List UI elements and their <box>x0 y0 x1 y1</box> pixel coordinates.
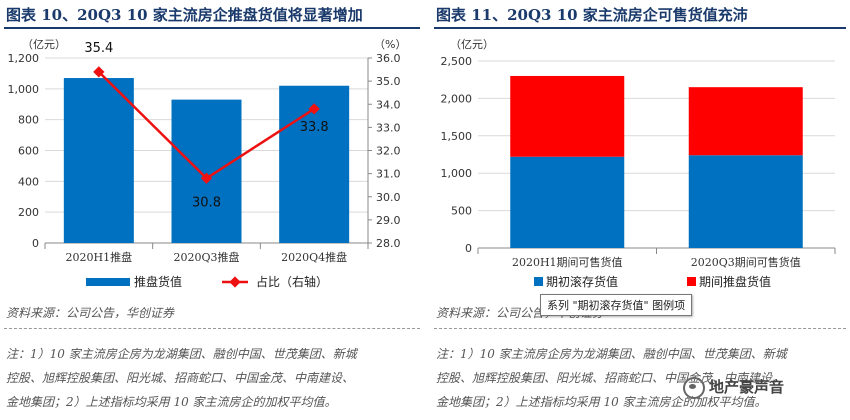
stacked-bar-segment <box>688 87 803 156</box>
watermark: 地产豪声音 <box>683 376 784 399</box>
right-chart-title: 图表 11、20Q3 10 家主流房企可售货值充沛 <box>436 6 748 24</box>
y-tick-label: 200 <box>18 206 39 219</box>
y-tick-label: 0 <box>465 242 472 255</box>
y-tick-label: 0 <box>32 237 39 250</box>
legend-label: 期初滚存货值 <box>546 274 618 289</box>
legend-swatch <box>534 277 543 286</box>
y2-tick-label: 30.0 <box>376 191 401 204</box>
y2-tick-label: 36.0 <box>376 52 401 65</box>
data-label: 35.4 <box>84 41 113 56</box>
left-note-line: 金地集团；2）上述指标均采用 10 家主流房企的加权平均值。 <box>6 395 337 409</box>
left-note-line: 控股、旭辉控股集团、阳光城、招商蛇口、中国金茂、中南建设、 <box>6 371 355 385</box>
y2-tick-label: 29.0 <box>376 214 401 227</box>
y-tick-label: 500 <box>451 205 472 218</box>
x-tick-label: 2020H1期间可售货值 <box>512 255 623 269</box>
bar <box>171 99 242 243</box>
legend-tooltip: 系列 "期初滚存货值" 图例项 <box>540 294 693 316</box>
x-tick-label: 2020Q4推盘 <box>281 250 347 264</box>
y-axis-label: （亿元） <box>22 38 66 51</box>
y-tick-label: 1,500 <box>441 130 473 143</box>
left-source: 资料来源：公司公告，华创证券 <box>6 306 175 320</box>
right-note-line: 注：1）10 家主流房企房为龙湖集团、融创中国、世茂集团、新城 <box>436 347 787 361</box>
left-chart: 0 200 400 600 800 1,000 1,200 28.0 29.0 30.0 31.0 3… <box>8 38 407 289</box>
y2-tick-label: 31.0 <box>376 168 401 181</box>
stacked-bar-segment <box>510 156 625 248</box>
wechat-icon <box>683 376 705 399</box>
left-notes: 注：1）10 家主流房企房为龙湖集团、融创中国、世茂集团、新城 控股、旭辉控股集… <box>6 342 357 414</box>
y2-tick-label: 32.0 <box>376 145 401 158</box>
y-tick-label: 1,000 <box>8 83 40 96</box>
y-tick-label: 400 <box>18 175 39 188</box>
y2-tick-label: 28.0 <box>376 237 401 250</box>
left-note-line: 注：1）10 家主流房企房为龙湖集团、融创中国、世茂集团、新城 <box>6 347 357 361</box>
y-axis-label: （亿元） <box>450 38 494 51</box>
legend-label: 期间推盘货值 <box>699 274 771 289</box>
y-tick-label: 2,500 <box>441 55 473 68</box>
left-chart-title: 图表 10、20Q3 10 家主流房企推盘货值将显著增加 <box>6 6 363 24</box>
y2-tick-label: 33.0 <box>376 121 401 134</box>
y2-tick-label: 34.0 <box>376 98 401 111</box>
y-tick-label: 2,000 <box>441 92 473 105</box>
right-notes: 注：1）10 家主流房企房为龙湖集团、融创中国、世茂集团、新城 控股、旭辉控股集… <box>436 342 787 414</box>
data-label: 30.8 <box>192 195 221 210</box>
right-note-line: 金地集团；2）上述指标均采用 10 家主流房企的加权平均值。 <box>436 395 767 409</box>
stacked-bar-segment <box>688 155 803 248</box>
right-title-rule <box>434 27 846 29</box>
stacked-bar-segment <box>510 75 625 157</box>
y-tick-label: 800 <box>18 114 39 127</box>
legend-swatch-bar <box>86 278 130 286</box>
x-tick-label: 2020H1推盘 <box>66 250 133 264</box>
x-tick-label: 2020Q3期间可售货值 <box>691 255 801 269</box>
line-point <box>200 172 213 184</box>
legend-label: 推盘货值 <box>134 274 182 289</box>
y-tick-label: 600 <box>18 145 39 158</box>
y2-tick-label: 35.0 <box>376 75 401 88</box>
y-tick-label: 1,200 <box>8 52 40 65</box>
legend-label: 占比（右轴） <box>256 274 328 289</box>
legend-swatch-marker <box>229 276 241 288</box>
right-chart: 0 500 1,000 1,500 2,000 2,500 （亿元） 2020H1期间可售货值… <box>441 38 836 289</box>
right-divider <box>434 328 846 329</box>
left-title-rule <box>4 27 420 29</box>
left-divider <box>4 328 420 329</box>
y2-axis-label: （%） <box>374 38 406 51</box>
legend-swatch <box>687 277 696 286</box>
left-panel: 图表 10、20Q3 10 家主流房企推盘货值将显著增加 0 200 400 600 8… <box>4 6 420 414</box>
y-tick-label: 1,000 <box>441 167 473 180</box>
watermark-text: 地产豪声音 <box>709 378 785 396</box>
data-label: 33.8 <box>300 120 329 135</box>
x-tick-label: 2020Q3推盘 <box>173 250 239 264</box>
bar <box>63 78 134 244</box>
right-panel: 图表 11、20Q3 10 家主流房企可售货值充沛 0 500 1,000 1,500… <box>430 0 850 420</box>
